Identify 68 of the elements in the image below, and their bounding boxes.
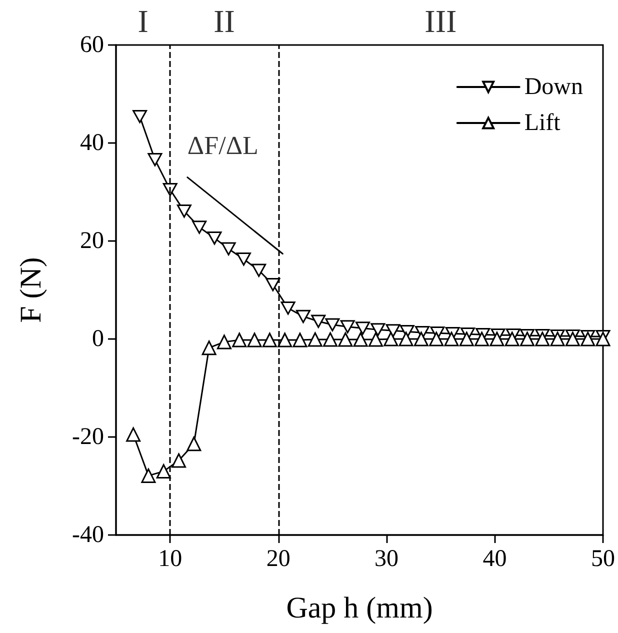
point: [192, 220, 207, 234]
x-tick-label: 30: [374, 546, 399, 572]
point: [156, 464, 171, 479]
point: [202, 340, 216, 356]
y-tick-label: 0: [92, 326, 104, 352]
point: [266, 278, 280, 292]
point: [386, 324, 400, 338]
point: [550, 332, 565, 346]
point: [280, 302, 296, 315]
y-tick-label: 60: [80, 32, 104, 58]
point: [186, 436, 202, 452]
point: [247, 332, 262, 348]
text: III: [424, 3, 457, 39]
point: [176, 204, 192, 218]
annotation: ΔF/ΔL: [187, 130, 258, 160]
point: [504, 332, 520, 346]
point: [459, 332, 474, 346]
point: [132, 110, 148, 124]
point: [429, 332, 444, 346]
point: [221, 242, 236, 256]
x-tick-label: 10: [158, 546, 182, 572]
point: [292, 332, 308, 348]
point: [148, 153, 162, 166]
y-tick-label: 40: [80, 130, 104, 156]
point: [232, 332, 247, 348]
point: [353, 332, 368, 347]
point: [172, 453, 186, 468]
y-tick-label: -20: [72, 424, 104, 450]
point: [338, 332, 353, 347]
point: [323, 332, 338, 347]
point: [311, 314, 326, 328]
point: [262, 332, 277, 348]
point: [520, 332, 534, 346]
point: [355, 322, 370, 335]
point: [490, 332, 504, 346]
point: [340, 320, 355, 334]
x-tick-label: 50: [591, 546, 615, 572]
point: [296, 310, 310, 324]
point: [236, 252, 251, 266]
point: [580, 332, 596, 346]
point: [216, 334, 232, 350]
point: [414, 332, 428, 346]
point: [252, 264, 266, 277]
point: [398, 332, 414, 346]
point: [207, 231, 222, 245]
point: [278, 332, 292, 348]
text: I: [138, 3, 148, 39]
text: II: [214, 3, 235, 39]
legend-label: Lift: [524, 110, 561, 136]
point: [384, 332, 398, 346]
point: [368, 332, 383, 347]
x-tick-label: 40: [482, 546, 507, 572]
point: [596, 332, 610, 346]
point: [308, 332, 322, 347]
legend-label: Down: [524, 74, 584, 100]
point: [370, 323, 386, 336]
point: [141, 468, 156, 483]
point: [535, 332, 550, 346]
y-tick-label: 20: [80, 228, 104, 254]
point: [444, 332, 459, 346]
y-tick-label: -40: [72, 522, 104, 548]
point: [325, 318, 340, 332]
point: [565, 332, 580, 346]
point: [474, 332, 490, 346]
point: [126, 427, 141, 442]
x-tick-label: 20: [266, 546, 290, 572]
y-axis-title: F (N): [14, 257, 48, 323]
x-axis-title: Gap h (mm): [286, 592, 433, 624]
